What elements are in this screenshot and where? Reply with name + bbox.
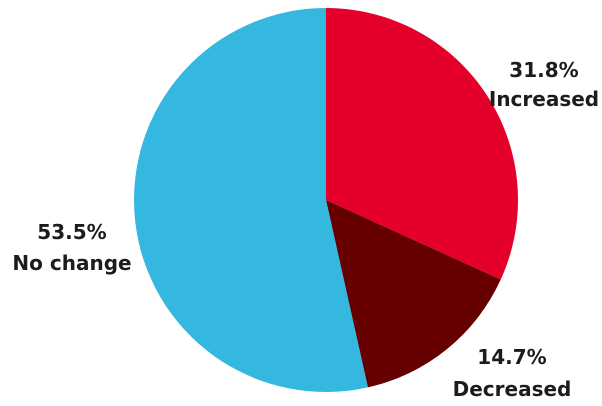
pie-slice-decreased: [326, 200, 501, 388]
slice-label-decreased-name: Decreased: [453, 377, 572, 401]
slice-label-no-change-name: No change: [12, 251, 131, 275]
pie-labels: 31.8% Increased 14.7% Decreased 53.5% No…: [12, 58, 599, 401]
slice-label-increased-value: 31.8%: [509, 58, 578, 82]
pie-slice-increased: [326, 8, 518, 280]
slice-label-decreased-value: 14.7%: [477, 345, 546, 369]
slice-label-increased-name: Increased: [489, 87, 599, 111]
slice-label-no-change-value: 53.5%: [37, 220, 106, 244]
pie-slices: [134, 8, 518, 392]
pie-slice-no-change: [134, 8, 368, 392]
